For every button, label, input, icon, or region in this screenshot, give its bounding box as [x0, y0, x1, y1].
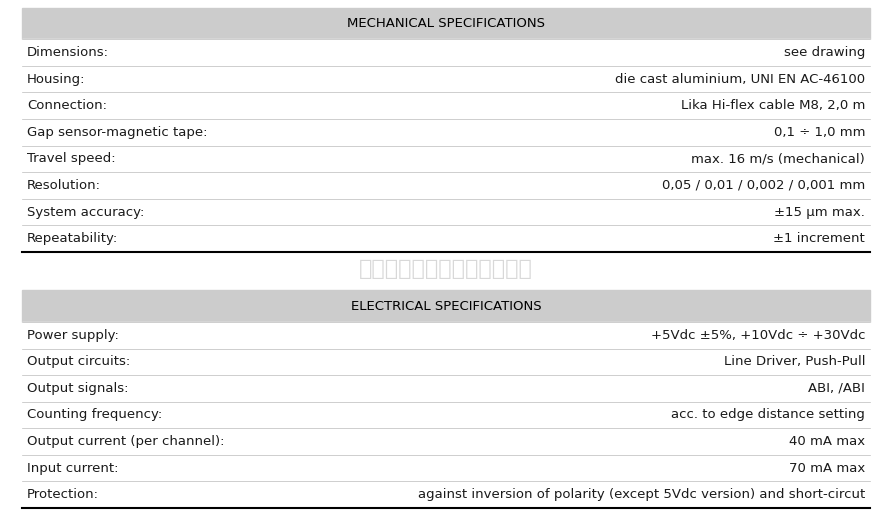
Bar: [22, 481, 870, 508]
Text: ±15 μm max.: ±15 μm max.: [774, 205, 865, 219]
Text: MECHANICAL SPECIFICATIONS: MECHANICAL SPECIFICATIONS: [347, 17, 545, 30]
Bar: [22, 8, 870, 39]
Bar: [22, 455, 870, 481]
Text: die cast aluminium, UNI EN AC-46100: die cast aluminium, UNI EN AC-46100: [615, 73, 865, 86]
Text: max. 16 m/s (mechanical): max. 16 m/s (mechanical): [691, 152, 865, 166]
Text: System accuracy:: System accuracy:: [27, 205, 145, 219]
Text: Dimensions:: Dimensions:: [27, 46, 109, 59]
Text: 70 mA max: 70 mA max: [789, 461, 865, 475]
Text: Travel speed:: Travel speed:: [27, 152, 115, 166]
Text: Counting frequency:: Counting frequency:: [27, 408, 162, 422]
Bar: [22, 39, 870, 66]
Text: see drawing: see drawing: [784, 46, 865, 59]
Text: Protection:: Protection:: [27, 488, 99, 501]
Bar: [22, 146, 870, 172]
Bar: [22, 375, 870, 402]
Text: acc. to edge distance setting: acc. to edge distance setting: [672, 408, 865, 422]
Text: 40 mA max: 40 mA max: [789, 435, 865, 448]
Bar: [22, 66, 870, 92]
Text: ±1 increment: ±1 increment: [773, 232, 865, 245]
Text: Resolution:: Resolution:: [27, 179, 101, 192]
Bar: [22, 119, 870, 146]
Bar: [22, 402, 870, 428]
Text: against inversion of polarity (except 5Vdc version) and short-circut: against inversion of polarity (except 5V…: [418, 488, 865, 501]
Text: Repeatability:: Repeatability:: [27, 232, 118, 245]
Text: Input current:: Input current:: [27, 461, 119, 475]
Text: Line Driver, Push-Pull: Line Driver, Push-Pull: [723, 355, 865, 368]
Bar: [22, 172, 870, 199]
Bar: [22, 225, 870, 252]
Text: Output current (per channel):: Output current (per channel):: [27, 435, 224, 448]
Bar: [22, 290, 870, 322]
Text: 上海宇建电子系统化有限公司: 上海宇建电子系统化有限公司: [359, 259, 533, 278]
Text: ABI, /ABI: ABI, /ABI: [808, 382, 865, 395]
Bar: [22, 322, 870, 349]
Text: +5Vdc ±5%, +10Vdc ÷ +30Vdc: +5Vdc ±5%, +10Vdc ÷ +30Vdc: [651, 329, 865, 342]
Text: Housing:: Housing:: [27, 73, 86, 86]
Bar: [22, 199, 870, 225]
Text: Power supply:: Power supply:: [27, 329, 119, 342]
Bar: [22, 349, 870, 375]
Bar: [22, 428, 870, 455]
Text: ELECTRICAL SPECIFICATIONS: ELECTRICAL SPECIFICATIONS: [351, 299, 541, 313]
Bar: [22, 92, 870, 119]
Text: Gap sensor-magnetic tape:: Gap sensor-magnetic tape:: [27, 126, 207, 139]
Text: Output circuits:: Output circuits:: [27, 355, 130, 368]
Text: Output signals:: Output signals:: [27, 382, 128, 395]
Text: 0,1 ÷ 1,0 mm: 0,1 ÷ 1,0 mm: [773, 126, 865, 139]
Text: Lika Hi-flex cable M8, 2,0 m: Lika Hi-flex cable M8, 2,0 m: [681, 99, 865, 112]
Text: 0,05 / 0,01 / 0,002 / 0,001 mm: 0,05 / 0,01 / 0,002 / 0,001 mm: [662, 179, 865, 192]
Text: Connection:: Connection:: [27, 99, 107, 112]
